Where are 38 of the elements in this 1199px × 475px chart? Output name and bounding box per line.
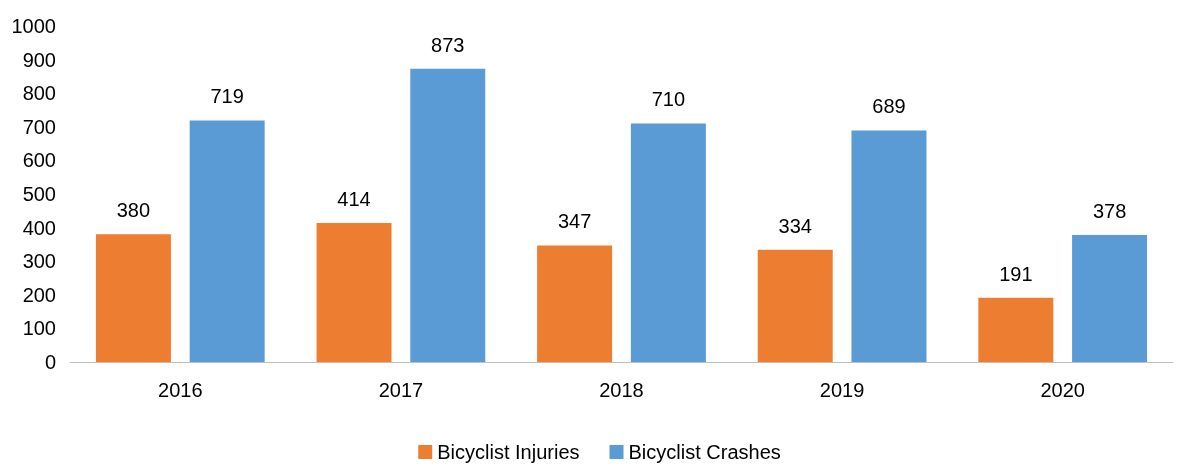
y-tick-label: 900 [22, 48, 56, 71]
data-label: 334 [778, 214, 812, 237]
data-label: 719 [210, 85, 244, 108]
x-tick-label: 2017 [378, 379, 424, 401]
y-tick-label: 500 [22, 183, 56, 205]
data-label: 710 [651, 88, 686, 111]
x-tick-label: 2019 [819, 379, 865, 401]
legend-label: Bicyclist Injuries [437, 441, 580, 463]
y-tick-label: 700 [22, 115, 56, 138]
bar [316, 222, 392, 362]
y-tick-label: 1000 [11, 15, 56, 37]
bar [410, 68, 486, 362]
data-label: 873 [431, 33, 465, 56]
data-label: 414 [337, 187, 371, 210]
data-label: 378 [1092, 199, 1127, 222]
bar [1072, 234, 1148, 362]
data-label: 689 [872, 95, 906, 118]
y-tick-label: 400 [22, 216, 56, 239]
legend-label: Bicyclist Crashes [628, 441, 781, 463]
bar [537, 245, 613, 362]
y-tick-label: 0 [44, 351, 56, 373]
data-label: 347 [557, 210, 592, 233]
y-tick-label: 100 [22, 317, 56, 340]
data-label: 380 [116, 199, 151, 222]
y-tick-label: 600 [22, 149, 56, 172]
x-tick-label: 2016 [158, 379, 203, 401]
bar [189, 120, 265, 362]
y-tick-label: 300 [22, 250, 56, 273]
bar [757, 249, 833, 362]
y-tick-label: 800 [22, 82, 56, 105]
data-label: 191 [999, 262, 1033, 285]
bar [978, 297, 1054, 362]
x-tick-label: 2020 [1040, 379, 1085, 401]
y-tick-label: 200 [22, 283, 56, 306]
x-tick-label: 2018 [599, 379, 644, 401]
bar [851, 130, 927, 362]
bar [95, 234, 171, 362]
bar [630, 123, 706, 362]
